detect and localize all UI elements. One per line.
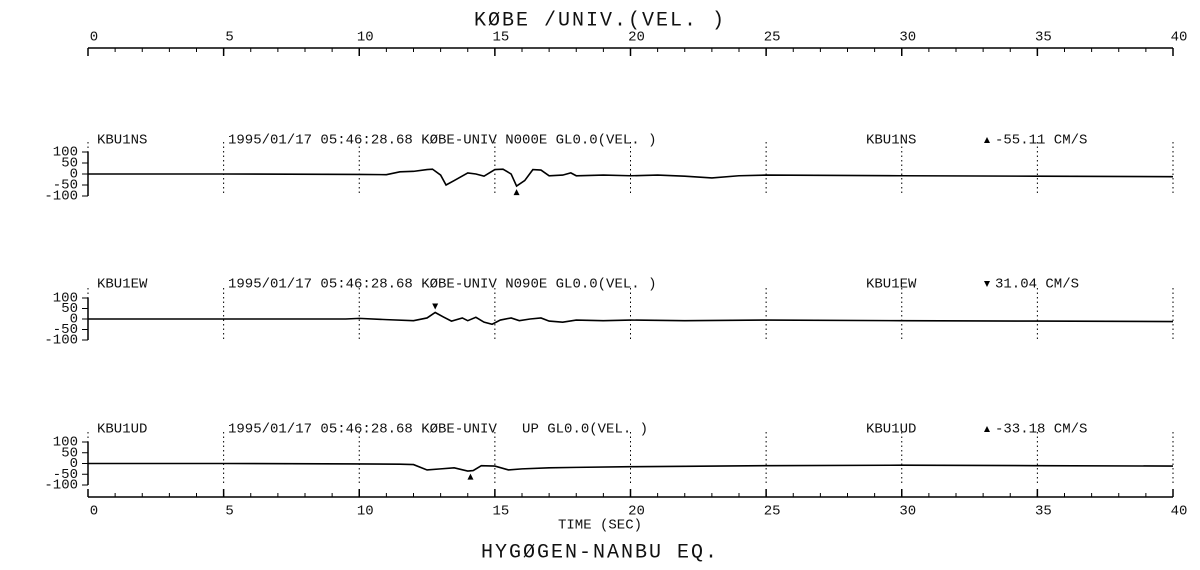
record-info: 1995/01/17 05:46:28.68 KØBE-UNIV N000E G… [228, 133, 656, 149]
x-tick-label: 25 [764, 30, 781, 46]
y-tick-label: 0 [70, 312, 78, 328]
record-info: 1995/01/17 05:46:28.68 KØBE-UNIV UP GL0.… [228, 422, 648, 438]
peak-marker [432, 303, 439, 310]
station-label: KBU1UD [97, 422, 147, 438]
x-tick-label: 40 [1171, 504, 1188, 520]
y-tick-label: 0 [70, 167, 78, 183]
x-tick-label: 25 [764, 504, 781, 520]
x-tick-label: 5 [225, 30, 233, 46]
waveform [88, 168, 1174, 188]
station-label-right: KBU1NS [866, 133, 916, 149]
y-tick-label: 100 [53, 435, 78, 451]
x-tick-label: 30 [899, 504, 916, 520]
peak-marker [467, 473, 474, 480]
x-tick-label: 40 [1171, 30, 1188, 46]
y-tick-label: -50 [53, 322, 78, 338]
waveform [88, 462, 1174, 472]
x-tick-label: 15 [492, 504, 509, 520]
station-label-right: KBU1UD [866, 422, 916, 438]
peak-marker [513, 189, 520, 196]
y-tick-label: -100 [44, 333, 78, 349]
y-tick-label: -100 [44, 478, 78, 494]
y-tick-label: 100 [53, 145, 78, 161]
x-tick-label: 10 [357, 30, 374, 46]
x-tick-label: 15 [492, 30, 509, 46]
x-axis-label: TIME (SEC) [558, 518, 642, 534]
y-tick-label: -100 [44, 189, 78, 205]
waveform [88, 311, 1174, 326]
x-tick-label: 0 [90, 30, 98, 46]
peak-symbol [984, 137, 990, 143]
x-tick-label: 20 [628, 30, 645, 46]
y-tick-label: 50 [61, 156, 78, 172]
y-tick-label: -50 [53, 467, 78, 483]
peak-label: -33.18 CM/S [995, 422, 1087, 438]
y-tick-label: 50 [61, 301, 78, 317]
chart-title: KØBE /UNIV.(VEL. ) [474, 9, 726, 32]
x-tick-label: 35 [1035, 504, 1052, 520]
y-tick-label: 0 [70, 456, 78, 472]
x-tick-label: 5 [225, 504, 233, 520]
station-label: KBU1NS [97, 133, 147, 149]
x-tick-label: 30 [899, 30, 916, 46]
y-tick-label: -50 [53, 178, 78, 194]
peak-symbol [984, 426, 990, 432]
x-tick-label: 0 [90, 504, 98, 520]
x-tick-label: 35 [1035, 30, 1052, 46]
x-tick-label: 10 [357, 504, 374, 520]
station-label-right: KBU1EW [866, 277, 917, 293]
peak-symbol [984, 281, 990, 287]
peak-label: 31.04 CM/S [995, 277, 1079, 293]
peak-label: -55.11 CM/S [995, 133, 1087, 149]
footer: HYGØGEN-NANBU EQ. [481, 541, 719, 564]
y-tick-label: 50 [61, 445, 78, 461]
y-tick-label: 100 [53, 291, 78, 307]
x-tick-label: 20 [628, 504, 645, 520]
record-info: 1995/01/17 05:46:28.68 KØBE-UNIV N090E G… [228, 277, 656, 293]
station-label: KBU1EW [97, 277, 148, 293]
